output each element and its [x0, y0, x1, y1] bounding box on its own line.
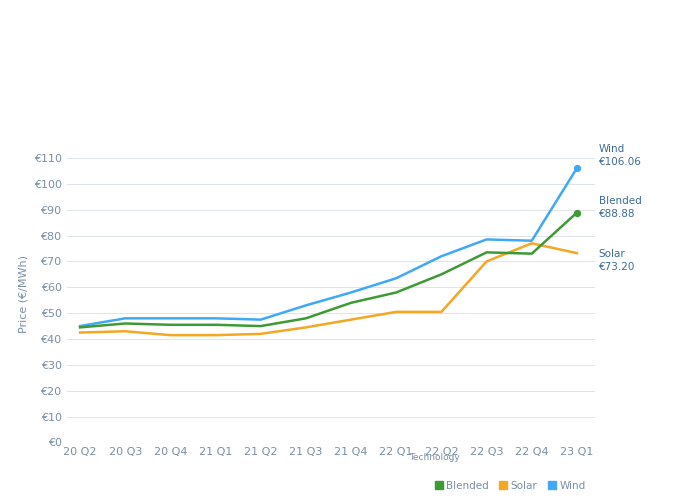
Legend: Blended, Solar, Wind: Blended, Solar, Wind [430, 477, 590, 496]
Y-axis label: Price (€/MWh): Price (€/MWh) [18, 255, 28, 333]
Point [571, 164, 582, 172]
Text: LevelTen European P25 Price Index: LevelTen European P25 Price Index [25, 57, 556, 86]
Text: Blended
€88.88: Blended €88.88 [598, 196, 641, 219]
Point [571, 208, 582, 216]
Text: Solar
€73.20: Solar €73.20 [598, 250, 635, 272]
Text: Technology: Technology [409, 454, 459, 462]
Text: Wind
€106.06: Wind €106.06 [598, 144, 641, 167]
